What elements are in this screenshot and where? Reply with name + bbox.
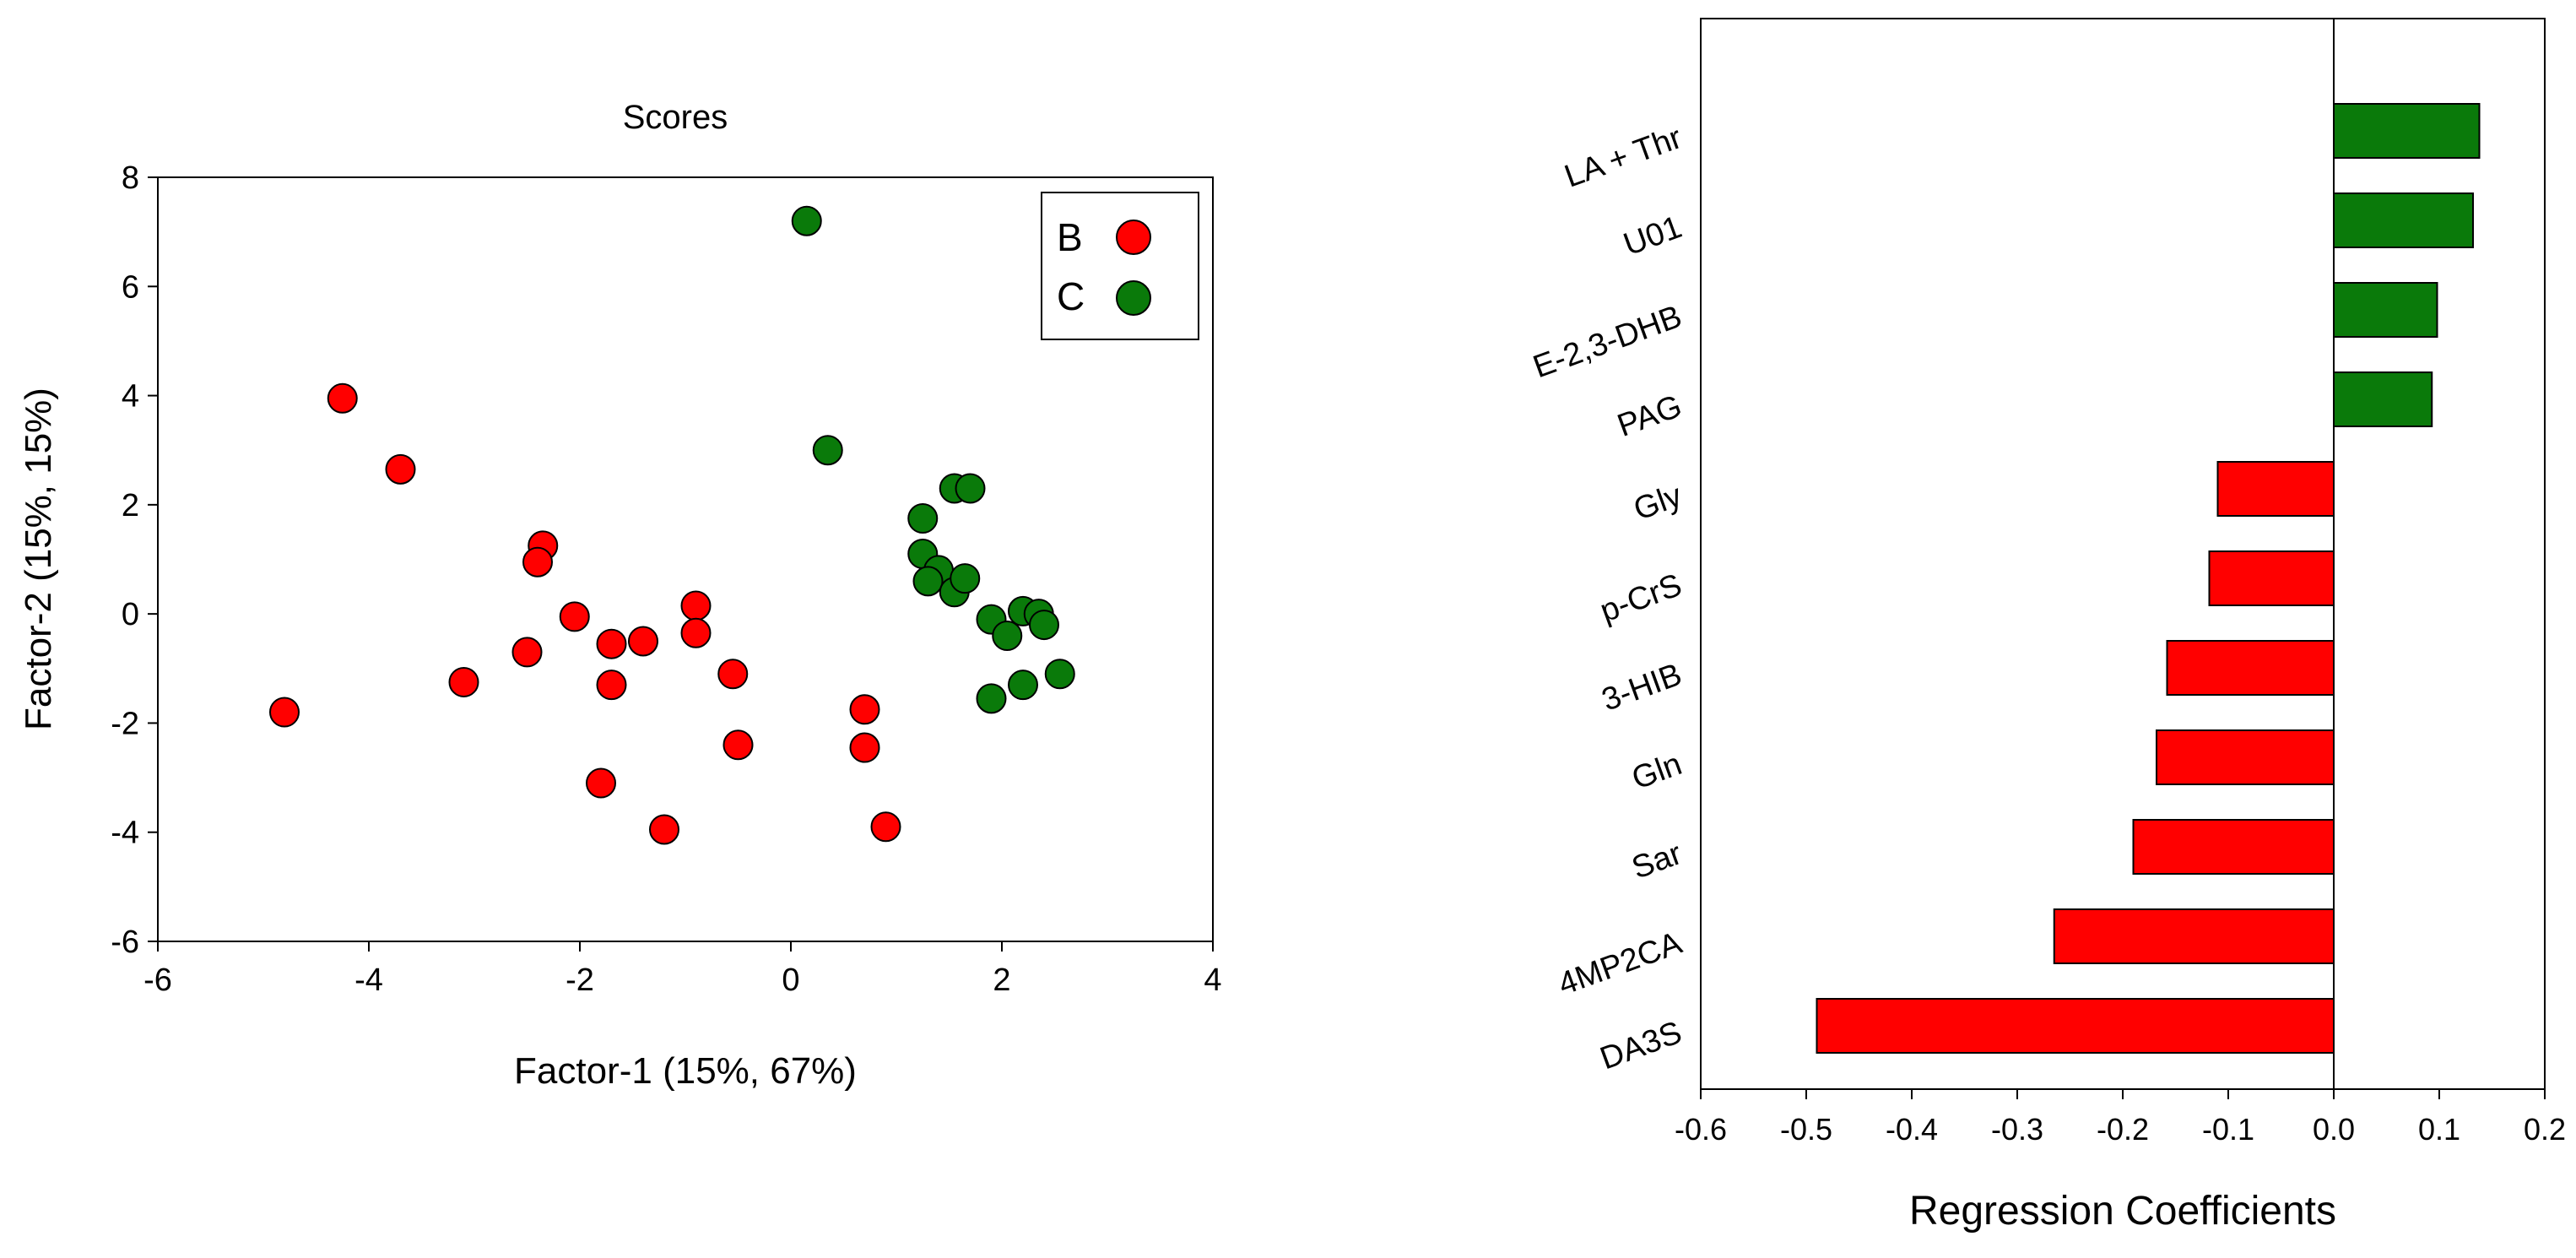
bar-gly [2216, 461, 2335, 517]
scatter-point-b [327, 382, 358, 414]
scatter-point-b [628, 626, 658, 657]
scatter-y-axis-label: Factor-2 (15%, 15%) [18, 388, 59, 730]
bar-category-label: Gly [1629, 478, 1686, 528]
scatter-point-b [849, 732, 880, 763]
scatter-point-c [992, 621, 1023, 651]
scatter-x-tick-label: -4 [354, 962, 383, 998]
bar-category-label: 4MP2CA [1554, 925, 1687, 1003]
scatter-y-tick-label: 0 [122, 597, 139, 632]
legend-marker-c [1116, 280, 1151, 316]
bar-bars [1816, 103, 2481, 1054]
scatter-point-b [870, 811, 901, 843]
scatter-plot-frame [157, 176, 1214, 942]
scatter-point-b [680, 617, 712, 648]
scatter-x-tick-label: 4 [1204, 962, 1221, 998]
bar-x-tick-label: -0.2 [2097, 1112, 2149, 1147]
scatter-point-b [680, 590, 712, 621]
scatter-point-b [559, 601, 590, 632]
scatter-point-c [1044, 659, 1075, 690]
scatter-point-c [976, 683, 1007, 714]
bar-category-label: Sar [1627, 836, 1686, 887]
bar-4mp2ca [2053, 908, 2335, 964]
scatter-point-b [722, 729, 754, 761]
bar-category-label: E-2,3-DHB [1529, 299, 1686, 385]
bar-x-tick-label: -0.4 [1886, 1112, 1938, 1147]
bar-x-tick-label: 0.2 [2524, 1112, 2566, 1147]
bar-category-label: p-CrS [1595, 567, 1686, 629]
bar-3-hib [2166, 640, 2335, 696]
scatter-x-tick-label: -6 [143, 962, 172, 998]
bar-category-label: LA + Thr [1560, 120, 1686, 195]
bar-category-label: Gln [1627, 746, 1686, 797]
bar-category-label: PAG [1613, 388, 1686, 444]
bar-x-tick-label: -0.6 [1675, 1112, 1727, 1147]
scatter-y-tick-label: -2 [111, 706, 139, 741]
scatter-legend: B C [1041, 192, 1199, 340]
scatter-y-tick-label: -6 [111, 925, 139, 960]
scatter-y-tick-label: -4 [111, 816, 139, 851]
scatter-y-tick-label: 6 [122, 269, 139, 305]
scatter-point-b [596, 670, 627, 701]
bar-da3s [1816, 998, 2335, 1054]
scatter-point-b [269, 697, 300, 728]
bar-x-tick-label: -0.1 [2202, 1112, 2254, 1147]
bar-category-label: DA3S [1595, 1015, 1686, 1076]
scatter-x-ticks: -6 -4 -2 0 2 4 [143, 941, 1222, 998]
scatter-points [269, 205, 1075, 845]
legend-label-b: B [1057, 215, 1083, 259]
scatter-point-b [649, 814, 679, 845]
bar-x-axis-label: Regression Coefficients [1909, 1189, 2336, 1234]
scatter-title: Scores [623, 99, 728, 136]
scatter-point-b [511, 637, 543, 668]
legend-label-c: C [1057, 274, 1085, 318]
scatter-point-c [955, 473, 986, 504]
bar-x-tick-label: -0.5 [1780, 1112, 1832, 1147]
scatter-point-c [912, 566, 944, 597]
bar-x-tick-label: 0.0 [2313, 1112, 2355, 1147]
scatter-point-c [812, 435, 843, 466]
bar-category-label: 3-HIB [1597, 657, 1686, 718]
scatter-point-c [907, 503, 939, 534]
scatter-point-b [596, 628, 627, 659]
scatter-point-b [586, 767, 616, 799]
bar-x-tick-label: 0.1 [2418, 1112, 2460, 1147]
legend-box [1041, 192, 1199, 340]
bar-p-crs [2208, 550, 2335, 606]
scatter-point-b [849, 694, 880, 725]
scatter-x-tick-label: -2 [566, 962, 594, 998]
scatter-y-ticks: -6 -4 -2 0 2 4 6 8 [111, 160, 158, 960]
bar-e-2-3-dhb [2333, 282, 2438, 338]
bar-sar [2132, 819, 2335, 875]
bar-pag [2333, 371, 2433, 427]
bar-x-tick-label: -0.3 [1991, 1112, 2043, 1147]
scatter-y-tick-label: 2 [122, 488, 139, 523]
legend-marker-b [1116, 220, 1151, 255]
scatter-y-tick-label: 4 [122, 379, 139, 415]
scatter-x-axis-label: Factor-1 (15%, 67%) [514, 1050, 857, 1092]
bar-gln [2156, 729, 2335, 785]
scatter-point-b [448, 666, 479, 697]
scatter-x-tick-label: 0 [782, 962, 799, 998]
scatter-point-c [1029, 610, 1059, 641]
bar-la-thr [2333, 103, 2481, 159]
scatter-x-tick-label: 2 [993, 962, 1010, 998]
scatter-point-b [717, 659, 749, 690]
bar-category-label: U01 [1619, 209, 1686, 263]
scatter-point-c [1008, 670, 1038, 701]
bar-x-ticks: -0.6 -0.5 -0.4 -0.3 -0.2 -0.1 0.0 0.1 0.2 [1675, 1089, 2566, 1147]
bar-u01 [2333, 192, 2474, 248]
scatter-point-b [522, 546, 553, 577]
scatter-panel: Scores -6 -4 -2 0 2 4 -6 -4 -2 0 2 4 6 8 Factor-1 (1… [18, 99, 1222, 1092]
scatter-y-tick-label: 8 [122, 160, 139, 196]
scatter-point-b [385, 453, 416, 485]
scatter-point-c [950, 563, 981, 594]
scatter-point-c [791, 205, 822, 236]
